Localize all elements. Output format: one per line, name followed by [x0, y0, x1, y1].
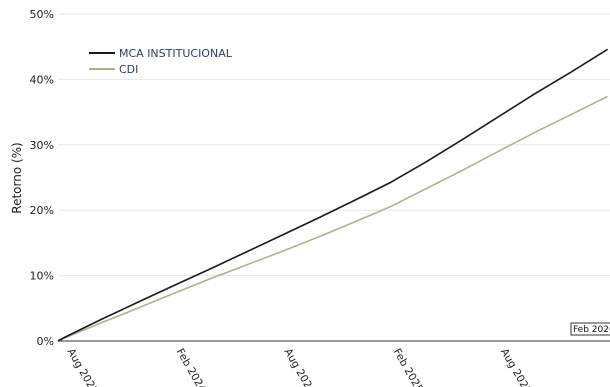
- x-tick-label: Aug 2025: [498, 347, 534, 387]
- y-tick-label: 20%: [30, 204, 54, 217]
- y-tick-label: 50%: [30, 8, 54, 21]
- annotation-box: [570, 322, 610, 336]
- x-tick-label: Aug 2023: [65, 347, 101, 387]
- date-annotation: Feb 2026: [570, 322, 610, 336]
- legend-item-label[interactable]: CDI: [119, 63, 138, 76]
- y-axis-label: Retorno (%): [10, 142, 24, 213]
- y-axis: 0% 10% 20% 30% 40% 50%: [30, 8, 54, 348]
- x-tick-label: Feb 2025: [391, 347, 426, 387]
- grid-lines: [58, 13, 610, 277]
- x-tick-label: Feb 2024: [174, 347, 209, 387]
- y-tick-label: 10%: [30, 270, 54, 283]
- series-line: [57, 48, 609, 342]
- series-line: [57, 95, 608, 342]
- y-tick-label: 40%: [30, 73, 54, 86]
- legend-background: [82, 42, 236, 78]
- x-tick-label: Aug 2024: [282, 347, 318, 387]
- y-tick-label: 30%: [30, 139, 54, 152]
- series-lines: [57, 48, 609, 342]
- x-axis: Aug 2023 Feb 2024 Aug 2024 Feb 2025 Aug 2025: [58, 340, 610, 387]
- annotation-text: Feb 2026: [573, 325, 610, 335]
- legend[interactable]: MCA INSTITUCIONAL CDI: [82, 42, 236, 78]
- y-tick-label: 0%: [37, 335, 54, 348]
- legend-item-label[interactable]: MCA INSTITUCIONAL: [119, 47, 233, 60]
